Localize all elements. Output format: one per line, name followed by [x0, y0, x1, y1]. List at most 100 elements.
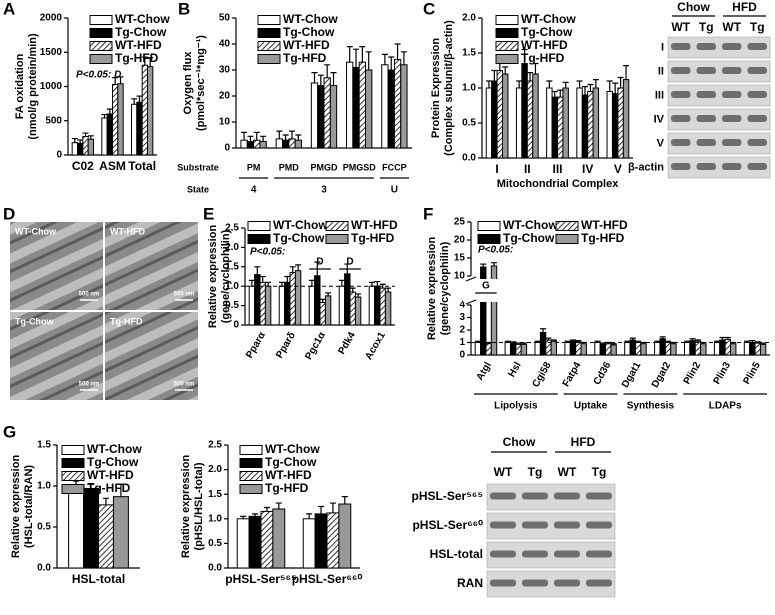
x-tick-label: Plin5: [741, 360, 763, 387]
legend-label: WT-HFD: [521, 38, 568, 52]
blot-band: [490, 579, 516, 587]
bar: [112, 496, 129, 569]
error-bar: [368, 281, 375, 287]
bar: [575, 341, 582, 356]
y-axis-label: Relative expression: [10, 455, 22, 559]
group-label: LDAPs: [709, 401, 742, 412]
bar: [379, 287, 386, 326]
blot-band: [722, 67, 742, 74]
x-tick-label: C02: [72, 159, 94, 173]
error-bar: [491, 69, 498, 81]
error-bar: [502, 66, 509, 74]
blot-group-label: HFD: [732, 0, 757, 14]
legend-label: WT-Chow: [265, 442, 320, 456]
scale-label: 500 nm: [79, 292, 100, 298]
micrograph-label: WT-HFD: [110, 226, 145, 236]
error-bar: [353, 48, 360, 68]
bar: [253, 139, 261, 149]
error-bar: [349, 287, 356, 293]
annotation: P<0.05: D: [76, 70, 121, 81]
significance-label: D: [346, 257, 353, 268]
x-tick-label: Plin3: [712, 360, 734, 387]
y-tick-label: 1.5: [462, 48, 476, 59]
y-tick-label: 4: [459, 300, 465, 311]
error-bar: [240, 515, 247, 519]
legend-swatch: [257, 41, 281, 51]
blot-band: [696, 115, 716, 122]
legend-swatch: [61, 471, 85, 481]
error-bar: [77, 139, 84, 144]
error-bar: [381, 53, 388, 65]
bar: [326, 512, 340, 569]
y-tick-label: 15: [454, 253, 466, 264]
x-tick-label: Total: [128, 159, 156, 173]
bar: [504, 342, 511, 356]
blot-lane-label: WT: [722, 20, 741, 34]
y-tick-label: 1.5: [37, 440, 51, 451]
bar: [71, 142, 78, 156]
bar: [264, 285, 272, 326]
blot-group-label: Chow: [677, 0, 710, 14]
legend-swatch: [477, 234, 501, 244]
legend-label: Tg-Chow: [521, 25, 573, 39]
y-tick-label: 0.5: [462, 118, 476, 129]
bar: [254, 274, 261, 326]
legend-swatch: [325, 221, 349, 231]
bar: [509, 342, 517, 356]
bar: [260, 510, 274, 569]
legend-label: WT-Chow: [273, 218, 328, 232]
legend-label: WT-HFD: [283, 38, 330, 52]
y-tick-label: 25: [454, 217, 466, 228]
error-bar: [592, 79, 599, 88]
blot-band: [696, 43, 716, 50]
x-tick-label: III: [552, 162, 562, 176]
micrograph: [10, 222, 103, 310]
legend-label: WT-HFD: [265, 468, 312, 482]
legend-label: Tg-HFD: [265, 481, 309, 495]
error-bar: [689, 338, 696, 341]
blot-band: [671, 139, 691, 146]
bar: [354, 296, 362, 326]
bar: [605, 343, 612, 356]
legend-swatch: [247, 234, 271, 244]
y-tick-label: 20: [219, 91, 231, 102]
bar: [640, 343, 647, 356]
bar: [562, 87, 569, 159]
legend-swatch: [325, 234, 349, 244]
bar: [384, 291, 392, 326]
bar: [754, 342, 761, 356]
legend-swatch: [495, 28, 519, 38]
x-tick-label: PMD: [279, 162, 300, 172]
bar: [381, 64, 389, 149]
blot-strip: [667, 108, 771, 131]
y-tick-label: 1.5: [225, 261, 239, 272]
x-axis-label: Mitochondrial Complex: [497, 178, 620, 190]
y-tick-label: 0: [56, 150, 62, 161]
legend-label: Tg-HFD: [115, 51, 159, 65]
legend-swatch: [89, 15, 113, 25]
blot-band: [722, 139, 742, 146]
blot-band: [586, 521, 612, 529]
blot-band: [522, 579, 548, 587]
bar: [324, 295, 332, 326]
error-bar: [141, 56, 148, 66]
micrograph-label: Tg-HFD: [110, 316, 143, 326]
scale-label: 500 nm: [174, 382, 195, 388]
x-tick-label: PMGSD: [343, 162, 377, 172]
y-axis-label: (Complex subunit/β-actin): [443, 20, 455, 156]
y-tick-label: 500: [45, 115, 62, 126]
bar: [308, 285, 316, 326]
error-bar: [754, 341, 761, 344]
blot-band: [586, 579, 612, 587]
bar: [314, 275, 321, 326]
error-bar: [282, 134, 289, 141]
blot-band: [671, 67, 691, 74]
blot-band: [747, 43, 767, 50]
bar: [606, 91, 613, 159]
bar: [323, 77, 331, 149]
bar: [515, 87, 523, 159]
legend-label: Tg-Chow: [283, 25, 335, 39]
legend-swatch: [239, 484, 263, 494]
error-bar: [295, 264, 302, 271]
bar: [317, 85, 325, 149]
